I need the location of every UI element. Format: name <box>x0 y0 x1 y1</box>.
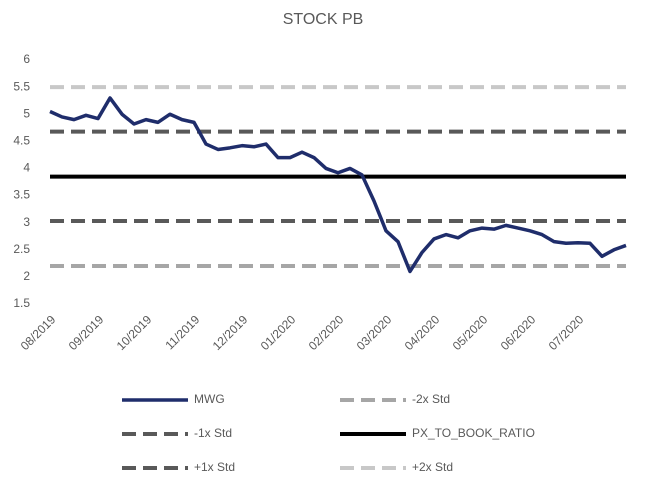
legend-label: -1x Std <box>194 426 232 440</box>
y-tick-label: 3 <box>23 215 30 229</box>
legend-label: +1x Std <box>194 460 235 474</box>
x-tick-label: 09/2019 <box>66 312 107 353</box>
legend-label: PX_TO_BOOK_RATIO <box>412 426 535 440</box>
y-tick-label: 2.5 <box>13 242 30 256</box>
line-series <box>49 96 627 274</box>
y-tick-label: 5 <box>23 106 30 120</box>
x-tick-label: 03/2020 <box>354 312 395 353</box>
x-tick-label: 07/2020 <box>546 312 587 353</box>
chart-title: STOCK PB <box>283 11 364 28</box>
x-tick-label: 08/2019 <box>18 312 59 353</box>
y-tick-label: 5.5 <box>13 79 30 93</box>
y-tick-label: 4.5 <box>13 134 30 148</box>
x-tick-label: 11/2019 <box>162 312 202 352</box>
x-tick-label: 06/2020 <box>498 312 539 353</box>
x-tick-label: 12/2019 <box>210 312 251 353</box>
y-tick-label: 6 <box>23 52 30 66</box>
legend-label: -2x Std <box>412 392 450 406</box>
x-tick-label: 10/2019 <box>114 312 155 353</box>
y-tick-label: 4 <box>23 161 30 175</box>
x-tick-label: 04/2020 <box>402 312 443 353</box>
x-tick-label: 05/2020 <box>450 312 491 353</box>
y-tick-label: 2 <box>23 269 30 283</box>
y-tick-label: 3.5 <box>13 188 30 202</box>
legend-label: +2x Std <box>412 460 453 474</box>
legend-label: MWG <box>194 392 225 406</box>
x-tick-label: 02/2020 <box>306 312 347 353</box>
x-tick-label: 01/2020 <box>258 312 299 353</box>
y-tick-label: 1.5 <box>13 296 30 310</box>
